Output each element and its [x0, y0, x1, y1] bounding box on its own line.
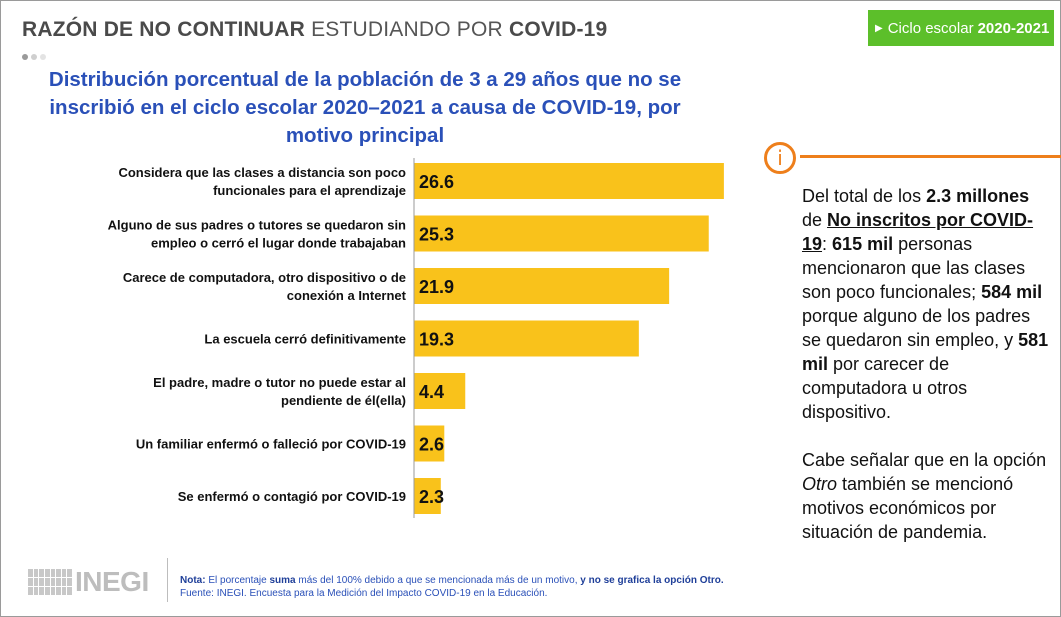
info-paragraph-2: Cabe señalar que en la opción Otro tambi… [802, 450, 1047, 542]
bar-chart: 26.6 Considera que las clases a distancia… [108, 158, 724, 518]
play-triangle-icon: ▶ [875, 22, 883, 34]
category-label-1-1: empleo o cerró el lugar donde trabajaban [151, 236, 406, 251]
value-label-1: 25.3 [419, 225, 454, 245]
value-label-3: 19.3 [419, 330, 454, 350]
slide-title: RAZÓN DE NO CONTINUAR ESTUDIANDO POR COV… [22, 18, 607, 42]
category-label-0-1: funcionales para el aprendizaje [213, 183, 406, 198]
category-label-5-0: Un familiar enfermó o falleció por COVID… [136, 437, 406, 452]
bar-4 [414, 373, 466, 409]
category-label-6-0: Se enfermó o contagió por COVID-19 [178, 489, 406, 504]
category-label-2-0: Carece de computadora, otro dispositivo … [123, 270, 406, 285]
footer-divider [167, 558, 168, 602]
footer-note: Nota: El porcentaje suma más del 100% de… [180, 574, 724, 600]
inegi-logo: INEGI [28, 566, 149, 598]
bar-2 [414, 268, 670, 304]
value-label-6: 2.3 [419, 487, 444, 507]
bar-0 [414, 163, 724, 199]
badge-year: 2020-2021 [977, 19, 1050, 37]
bar-1 [414, 215, 709, 252]
category-label-4-0: El padre, madre o tutor no puede estar a… [153, 375, 406, 390]
bar-5 [414, 425, 445, 462]
title-part-covid: COVID-19 [508, 18, 608, 41]
title-part-bold: RAZÓN DE NO CONTINUAR [22, 18, 306, 41]
category-label-3-0: La escuela cerró definitivamente [204, 332, 406, 347]
title-part-light: ESTUDIANDO POR [311, 18, 503, 41]
info-icon: i [764, 142, 796, 174]
logo-text: INEGI [75, 566, 149, 597]
dot-icon [40, 54, 46, 60]
info-accent-line [800, 155, 1061, 158]
dot-icon [22, 54, 28, 60]
source-line: Fuente: INEGI. Encuesta para la Medición… [180, 588, 548, 599]
value-label-5: 2.6 [419, 435, 444, 455]
value-label-0: 26.6 [419, 172, 454, 192]
category-label-2-1: conexión a Internet [287, 288, 407, 303]
dot-icon [31, 54, 37, 60]
info-paragraph-1: Del total de los 2.3 millones de No insc… [802, 186, 1049, 422]
school-year-badge: ▶ Ciclo escolar 2020-2021 [868, 10, 1054, 46]
category-label-4-1: pendiente de él(ella) [281, 393, 406, 408]
bar-3 [414, 320, 639, 357]
badge-label: Ciclo escolar [887, 19, 974, 37]
category-label-0-0: Considera que las clases a distancia son… [118, 165, 406, 180]
category-label-1-0: Alguno de sus padres o tutores se quedar… [108, 218, 406, 233]
value-label-2: 21.9 [419, 277, 454, 297]
chart-title: Distribución porcentual de la población … [48, 68, 682, 147]
bar-6 [414, 478, 441, 514]
slide-dots [22, 47, 49, 65]
inegi-logo-mark-icon [28, 569, 72, 595]
value-label-4: 4.4 [419, 382, 444, 402]
info-panel: Del total de los 2.3 millones de No insc… [802, 184, 1054, 568]
note-line: Nota: El porcentaje suma más del 100% de… [180, 575, 724, 586]
